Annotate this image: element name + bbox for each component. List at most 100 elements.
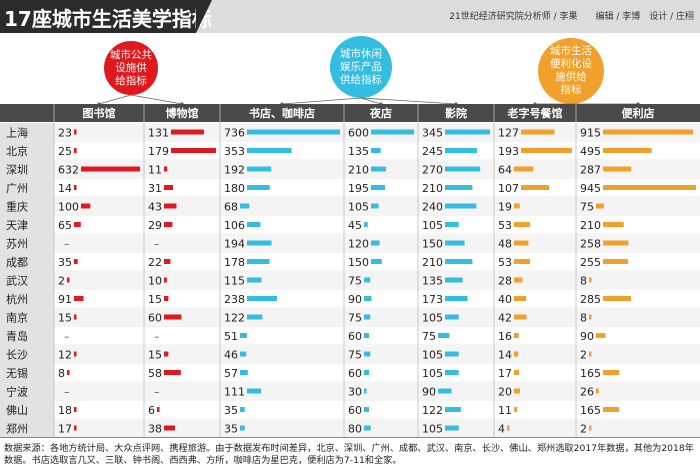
- bar-0-5: [74, 222, 81, 227]
- city-label: 无锡: [6, 366, 28, 380]
- city-label: 长沙: [6, 349, 28, 362]
- bar-5-15: [514, 407, 518, 412]
- bar-6-6: [603, 240, 629, 246]
- column-header-0: 图书馆: [83, 106, 116, 120]
- city-label: 郑州: [6, 422, 28, 436]
- column-header-4: 影院: [445, 106, 467, 120]
- bar-2-12: [240, 351, 247, 357]
- bar-4-10: [445, 314, 459, 320]
- data-label: 105: [422, 312, 443, 325]
- missing-value-mark: –: [154, 386, 160, 399]
- bar-6-4: [596, 203, 604, 209]
- data-label: 75: [422, 330, 436, 343]
- data-label: 2: [580, 349, 587, 362]
- bar-3-15: [364, 407, 369, 412]
- data-label: 287: [580, 164, 601, 177]
- data-label: 90: [348, 293, 362, 306]
- data-label: 111: [224, 386, 245, 399]
- bar-1-2: [164, 166, 168, 172]
- city-cell-1: [0, 141, 54, 160]
- city-cell-13: [0, 363, 54, 382]
- bar-5-10: [514, 314, 527, 320]
- data-label: 165: [580, 367, 601, 380]
- data-label: 194: [224, 238, 245, 251]
- data-label: 240: [422, 201, 443, 214]
- city-label: 佛山: [6, 404, 28, 417]
- bar-2-8: [247, 277, 262, 283]
- data-label: 345: [422, 127, 443, 140]
- data-label: 35: [58, 256, 72, 269]
- missing-value-mark: –: [154, 330, 160, 343]
- row-background-16: [0, 419, 700, 438]
- bar-2-6: [247, 240, 272, 246]
- connector-line-0-0: [98, 94, 132, 105]
- data-label: 42: [498, 312, 512, 325]
- data-label: 193: [498, 145, 519, 158]
- missing-value-mark: –: [154, 238, 160, 251]
- city-cell-9: [0, 289, 54, 308]
- data-label: 165: [580, 404, 601, 417]
- bar-3-14: [364, 388, 367, 394]
- data-label: 91: [58, 293, 72, 306]
- city-label: 深圳: [6, 164, 28, 177]
- bar-4-8: [445, 277, 463, 283]
- data-label: 915: [580, 127, 601, 140]
- bar-5-14: [514, 388, 521, 394]
- data-label: 75: [348, 349, 362, 362]
- connector-line-1-3: [360, 97, 382, 105]
- bar-6-15: [603, 407, 620, 412]
- data-label: 51: [224, 330, 238, 343]
- bar-6-11: [596, 333, 606, 338]
- data-label: 12: [58, 349, 72, 362]
- bar-3-8: [364, 277, 371, 283]
- city-label: 北京: [6, 144, 28, 158]
- data-label: 600: [348, 127, 369, 140]
- data-label: 15: [58, 312, 72, 325]
- data-label: 173: [422, 293, 443, 306]
- bar-3-3: [371, 185, 385, 190]
- data-label: 632: [58, 164, 79, 177]
- bar-5-0: [521, 129, 555, 135]
- bar-3-7: [371, 259, 382, 264]
- data-label: 115: [224, 275, 245, 288]
- bar-6-10: [589, 314, 592, 320]
- data-label: 8: [580, 275, 587, 288]
- bar-3-11: [364, 333, 369, 338]
- row-background-4: [0, 197, 700, 216]
- data-label: 22: [148, 256, 162, 269]
- data-label: 353: [224, 145, 245, 158]
- bar-1-4: [164, 203, 177, 209]
- missing-value-mark: –: [64, 386, 70, 399]
- data-label: 105: [422, 423, 443, 436]
- data-label: 107: [498, 182, 519, 195]
- bar-0-0: [74, 129, 77, 135]
- column-header-2: 书店、咖啡店: [249, 106, 315, 120]
- data-label: 210: [580, 219, 601, 232]
- data-label: 180: [224, 182, 245, 195]
- data-label: 10: [148, 275, 162, 288]
- bar-4-1: [445, 148, 477, 153]
- data-label: 14: [58, 182, 72, 195]
- data-label: 106: [224, 219, 245, 232]
- data-label: 245: [422, 145, 443, 158]
- data-label: 75: [580, 201, 594, 214]
- row-background-5: [0, 215, 700, 234]
- source-note: 数据来源：各地方统计局、大众点评网、携程旅游。由于数据发布时间差异，北京、深圳、…: [4, 443, 694, 466]
- bar-5-13: [514, 370, 520, 375]
- data-label: 210: [422, 182, 443, 195]
- bar-0-4: [81, 203, 91, 209]
- bar-4-4: [445, 203, 477, 209]
- data-label: 65: [58, 219, 72, 232]
- data-label: 30: [348, 386, 362, 399]
- bar-6-3: [603, 185, 696, 190]
- bar-2-5: [247, 222, 261, 227]
- data-label: 179: [148, 145, 169, 158]
- connector-line-0-1: [130, 94, 183, 105]
- data-label: 8: [58, 367, 65, 380]
- data-label: 14: [498, 349, 512, 362]
- data-label: 210: [422, 256, 443, 269]
- data-label: 105: [422, 367, 443, 380]
- bar-2-14: [247, 388, 262, 394]
